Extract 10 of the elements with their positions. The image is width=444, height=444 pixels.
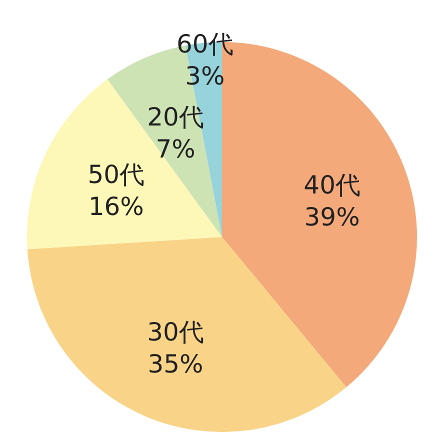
data-label: 39% [304, 202, 360, 232]
data-label: 3% [185, 61, 225, 90]
slice-label: 40代 [304, 170, 360, 200]
data-label: 16% [88, 192, 144, 222]
slice-label: 30代 [147, 317, 204, 346]
slice-label: 20代 [147, 102, 204, 132]
slice-label: 60代 [176, 29, 234, 58]
data-label: 35% [148, 349, 204, 378]
data-label: 7% [156, 134, 196, 164]
slice-label: 50代 [88, 160, 145, 190]
